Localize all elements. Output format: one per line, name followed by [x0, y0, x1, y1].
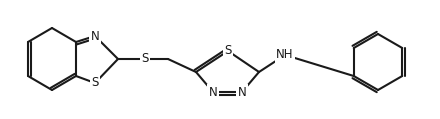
Text: N: N	[91, 30, 99, 42]
Text: NH: NH	[276, 49, 294, 62]
Text: S: S	[92, 77, 99, 89]
Text: N: N	[238, 85, 246, 99]
Text: N: N	[209, 85, 217, 99]
Text: S: S	[141, 52, 149, 65]
Text: S: S	[224, 45, 232, 57]
